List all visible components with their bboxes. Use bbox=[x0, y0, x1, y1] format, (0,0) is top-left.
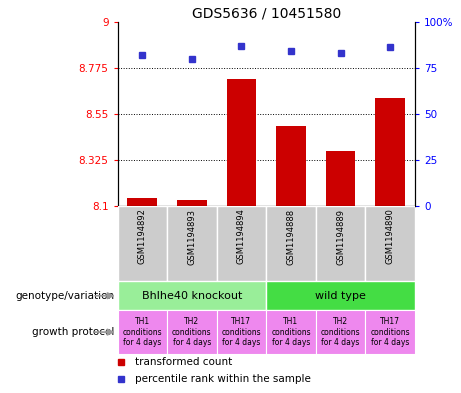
Bar bbox=[167, 206, 217, 281]
Bar bbox=[217, 310, 266, 354]
Text: TH17
conditions
for 4 days: TH17 conditions for 4 days bbox=[222, 317, 261, 347]
Bar bbox=[266, 310, 316, 354]
Bar bbox=[127, 198, 157, 206]
Bar bbox=[118, 310, 167, 354]
Bar bbox=[325, 151, 355, 206]
Bar bbox=[118, 206, 167, 281]
Text: GSM1194892: GSM1194892 bbox=[138, 209, 147, 264]
Text: TH17
conditions
for 4 days: TH17 conditions for 4 days bbox=[370, 317, 410, 347]
Text: GSM1194888: GSM1194888 bbox=[286, 209, 296, 265]
Text: GSM1194890: GSM1194890 bbox=[385, 209, 395, 264]
Text: wild type: wild type bbox=[315, 291, 366, 301]
Bar bbox=[365, 310, 415, 354]
Bar bbox=[375, 97, 405, 206]
Text: TH1
conditions
for 4 days: TH1 conditions for 4 days bbox=[123, 317, 162, 347]
Bar bbox=[266, 281, 415, 310]
Text: genotype/variation: genotype/variation bbox=[16, 291, 115, 301]
Text: growth protocol: growth protocol bbox=[32, 327, 115, 337]
Bar bbox=[217, 206, 266, 281]
Bar bbox=[266, 206, 316, 281]
Text: TH1
conditions
for 4 days: TH1 conditions for 4 days bbox=[271, 317, 311, 347]
Title: GDS5636 / 10451580: GDS5636 / 10451580 bbox=[192, 6, 341, 20]
Bar bbox=[276, 126, 306, 206]
Text: GSM1194894: GSM1194894 bbox=[237, 209, 246, 264]
Bar bbox=[167, 310, 217, 354]
Text: percentile rank within the sample: percentile rank within the sample bbox=[136, 374, 311, 384]
Bar bbox=[316, 206, 365, 281]
Text: GSM1194893: GSM1194893 bbox=[187, 209, 196, 264]
Bar bbox=[226, 79, 256, 206]
Bar bbox=[118, 281, 266, 310]
Bar bbox=[177, 200, 207, 206]
Bar bbox=[365, 206, 415, 281]
Text: GSM1194889: GSM1194889 bbox=[336, 209, 345, 264]
Text: TH2
conditions
for 4 days: TH2 conditions for 4 days bbox=[321, 317, 361, 347]
Text: transformed count: transformed count bbox=[136, 356, 233, 367]
Text: Bhlhe40 knockout: Bhlhe40 knockout bbox=[142, 291, 242, 301]
Text: TH2
conditions
for 4 days: TH2 conditions for 4 days bbox=[172, 317, 212, 347]
Bar bbox=[316, 310, 365, 354]
